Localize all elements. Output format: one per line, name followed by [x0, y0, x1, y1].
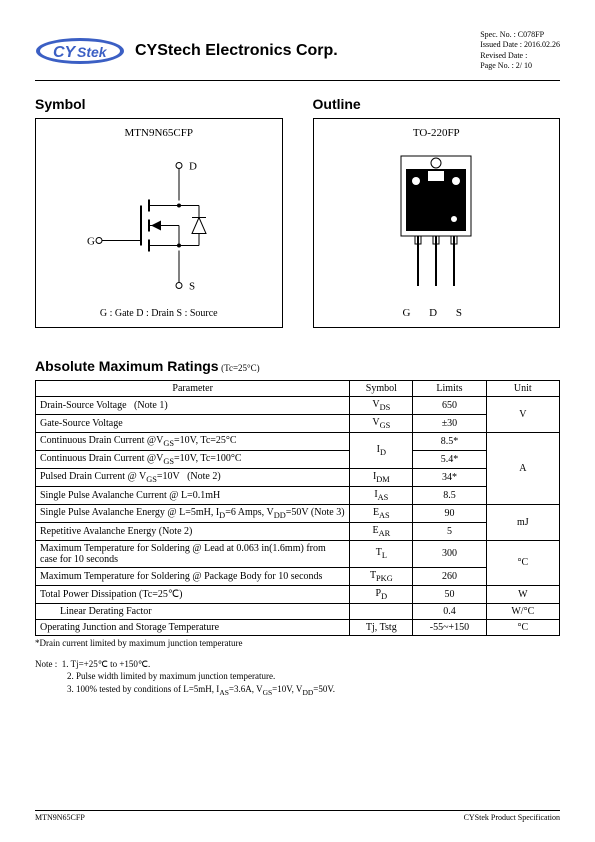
table-row: Drain-Source Voltage (Note 1)VDS650V: [36, 396, 560, 414]
table-row: Gate-Source VoltageVGS±30: [36, 414, 560, 432]
ratings-condition: (Tc=25°C): [221, 363, 260, 373]
spec-info: Spec. No. : C078FP Issued Date : 2016.02…: [480, 30, 560, 72]
symbol-part-number: MTN9N65CFP: [125, 127, 193, 139]
outline-box: TO-220FP: [313, 118, 561, 328]
symbol-section: Symbol MTN9N65CFP D S G: [35, 96, 283, 328]
diagram-sections: Symbol MTN9N65CFP D S G: [35, 96, 560, 328]
svg-text:G: G: [87, 235, 95, 247]
table-row: Pulsed Drain Current @ VGS=10V (Note 2)I…: [36, 468, 560, 486]
footer-left: MTN9N65CFP: [35, 813, 85, 822]
svg-text:Stek: Stek: [77, 44, 108, 60]
svg-text:D: D: [189, 160, 197, 172]
svg-text:S: S: [189, 280, 195, 292]
ratings-table: Parameter Symbol Limits Unit Drain-Sourc…: [35, 380, 560, 636]
col-parameter: Parameter: [36, 380, 350, 396]
package-outline-icon: [376, 147, 496, 305]
table-row: Repetitive Avalanche Energy (Note 2)EAR5: [36, 522, 560, 540]
ratings-body: Drain-Source Voltage (Note 1)VDS650VGate…: [36, 396, 560, 635]
table-row: Linear Derating Factor0.4W/°C: [36, 603, 560, 619]
outline-title: Outline: [313, 96, 561, 112]
company-name: CYStech Electronics Corp.: [135, 42, 470, 60]
table-row: Maximum Temperature for Soldering @ Lead…: [36, 540, 560, 567]
mosfet-symbol-icon: D S G: [79, 147, 239, 304]
note-2: 2. Pulse width limited by maximum juncti…: [35, 670, 560, 683]
table-row: Single Pulse Avalanche Energy @ L=5mH, I…: [36, 504, 560, 522]
col-limits: Limits: [413, 380, 486, 396]
page-footer: MTN9N65CFP CYStek Product Specification: [35, 810, 560, 822]
col-symbol: Symbol: [350, 380, 413, 396]
table-row: Operating Junction and Storage Temperatu…: [36, 619, 560, 635]
outline-pin-labels: G D S: [402, 307, 470, 319]
notes-block: Note : 1. Tj=+25℃ to +150℃. 2. Pulse wid…: [35, 658, 560, 698]
ratings-title: Absolute Maximum Ratings: [35, 358, 219, 374]
outline-section: Outline TO-220FP: [313, 96, 561, 328]
cystek-logo: CY Stek: [35, 36, 125, 66]
symbol-title: Symbol: [35, 96, 283, 112]
page-header: CY Stek CYStech Electronics Corp. Spec. …: [35, 30, 560, 81]
ratings-footnote: *Drain current limited by maximum juncti…: [35, 638, 560, 648]
outline-package: TO-220FP: [413, 127, 460, 139]
symbol-box: MTN9N65CFP D S G: [35, 118, 283, 328]
footer-right: CYStek Product Specification: [464, 813, 560, 822]
table-row: Total Power Dissipation (Tc=25℃)PD50W: [36, 585, 560, 603]
svg-text:CY: CY: [53, 44, 77, 61]
pin-legend: G : Gate D : Drain S : Source: [100, 308, 218, 319]
ratings-heading: Absolute Maximum Ratings (Tc=25°C): [35, 358, 560, 374]
table-row: Maximum Temperature for Soldering @ Pack…: [36, 567, 560, 585]
col-unit: Unit: [486, 380, 559, 396]
note-3: 3. 100% tested by conditions of L=5mH, I…: [35, 683, 560, 698]
table-row: Single Pulse Avalanche Current @ L=0.1mH…: [36, 486, 560, 504]
table-header-row: Parameter Symbol Limits Unit: [36, 380, 560, 396]
table-row: Continuous Drain Current @VGS=10V, Tc=10…: [36, 450, 560, 468]
table-row: Continuous Drain Current @VGS=10V, Tc=25…: [36, 432, 560, 450]
